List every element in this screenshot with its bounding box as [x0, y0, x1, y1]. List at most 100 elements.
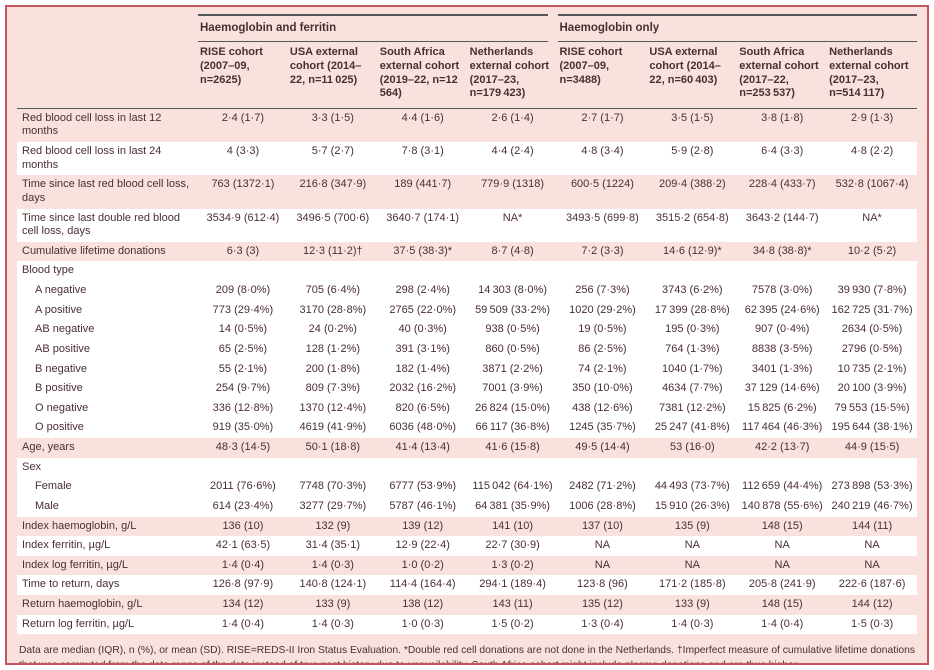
table-panel: Haemoglobin and ferritin Haemoglobin onl… [5, 5, 929, 665]
row-label: A negative [35, 284, 87, 296]
cell-value: 907 (0·4%) [754, 323, 810, 336]
cohort-column-header: South Africa external cohort (2017–22, n… [737, 44, 828, 109]
cell-value: 6036 (48·0%) [389, 421, 457, 434]
table-row: AB positive 65 (2·5%) 128 (1·2%) 391 (3·1%)… [17, 339, 917, 360]
table-row: Red blood cell loss in last 12 months 2·4… [17, 108, 917, 142]
cell-value: 12·3 (11·2)† [302, 244, 363, 257]
cell-value: 2796 (0·5%) [841, 342, 903, 355]
cell-value: 919 (35·0%) [212, 421, 274, 434]
cell-value: 59 509 (33·2%) [475, 303, 551, 316]
cell-value: 37·5 (38·3)* [393, 244, 453, 257]
cell-value: 1·4 (0·4) [761, 617, 804, 630]
cell-value: 7·2 (3·3) [581, 244, 624, 257]
cell-value: 34·8 (38·8)* [752, 244, 812, 257]
cell-value: 41·4 (13·4) [395, 441, 450, 453]
table-row: Time since last double red blood cell lo… [17, 208, 917, 242]
row-label: Index ferritin, µg/L [22, 539, 111, 552]
cell-value: NA* [862, 211, 882, 224]
row-label: Red blood cell loss in last 24 months [22, 145, 162, 171]
cell-value: 532·8 (1067·4) [835, 178, 909, 191]
cell-value: 115 042 (64·1%) [472, 480, 553, 493]
cell-value: 133 (9) [674, 598, 710, 610]
cell-value: 162 725 (31·7%) [831, 303, 913, 316]
cell-value: 5·9 (2·8) [671, 145, 714, 157]
group-haemoglobin-only: Haemoglobin only [557, 14, 917, 44]
row-label: Time since last double red blood cell lo… [22, 211, 180, 238]
row-label: O negative [35, 401, 89, 414]
cell-value: 44·9 (15·5) [844, 441, 900, 453]
row-label: Red blood cell loss in last 12 months [22, 111, 162, 138]
cell-value: 3401 (1·3%) [751, 362, 813, 375]
row-label: Index haemoglobin, g/L [22, 519, 137, 532]
cell-value: 1040 (1·7%) [662, 362, 723, 375]
cell-value: 1·4 (0·4) [221, 617, 265, 630]
cell-value: 25 247 (41·8%) [654, 421, 730, 434]
cell-value: 228·4 (433·7) [748, 178, 816, 191]
cell-value: 182 (1·4%) [395, 362, 450, 375]
cell-value: 1006 (28·8%) [569, 499, 636, 512]
cell-value: NA [864, 539, 880, 552]
cell-value: 1·0 (0·3) [401, 617, 444, 630]
cell-value: 62 395 (24·6%) [744, 303, 820, 316]
cell-value: 141 (10) [492, 519, 534, 532]
cell-value: 171·2 (185·8) [658, 578, 726, 591]
row-label: A positive [35, 303, 83, 316]
cell-value: 1020 (29·2%) [569, 303, 636, 316]
cell-value: 65 (2·5%) [218, 342, 268, 355]
cell-value: 42·2 (13·7) [754, 441, 810, 453]
cell-value: 4·8 (2·2) [850, 145, 894, 157]
cell-value: 3·8 (1·8) [761, 111, 804, 124]
cell-value: 5·7 (2·7) [311, 145, 354, 157]
cell-value: 15 825 (6·2%) [747, 401, 817, 414]
row-label: Return haemoglobin, g/L [22, 598, 143, 610]
cell-value: 2765 (22·0%) [389, 303, 457, 316]
cell-value: 614 (23·4%) [212, 499, 274, 512]
cell-value: 74 (2·1%) [578, 362, 627, 375]
cell-value: 17 399 (28·8%) [654, 303, 730, 316]
cell-value: 2·9 (1·3) [850, 111, 894, 124]
cell-value: 1·4 (0·3) [311, 617, 354, 630]
cell-value: 10 735 (2·1%) [837, 362, 907, 375]
cell-value: 209 (8·0%) [215, 284, 271, 296]
cell-value: 205·8 (241·9) [748, 578, 816, 591]
cell-value: 112 659 (44·4%) [742, 480, 823, 493]
cell-value: 195 (0·3%) [665, 323, 720, 336]
cell-value: 55 (2·1%) [218, 362, 268, 375]
table-row: B positive 254 (9·7%) 809 (7·3%) 2032 (16·2… [17, 379, 917, 399]
cell-value: 148 (15) [761, 598, 803, 610]
cohort-column-header: Netherlands external cohort (2017–23, n=… [827, 44, 917, 109]
cohort-column-header: South Africa external cohort (2019–22, n… [377, 44, 468, 109]
cell-value: 8·7 (4·8) [491, 244, 534, 257]
cell-value: NA* [502, 211, 523, 224]
cohort-column-header: RISE cohort (2007–09, n=3488) [557, 44, 648, 109]
cell-value: 5787 (46·1%) [389, 499, 457, 512]
cell-value: 298 (2·4%) [395, 284, 450, 296]
row-label: AB positive [35, 342, 91, 355]
cell-value: 2·4 (1·7) [221, 111, 265, 124]
cell-value: 860 (0·5%) [485, 342, 540, 355]
cell-value: 2634 (0·5%) [841, 323, 903, 336]
cell-value: 3640·7 (174·1) [386, 211, 460, 224]
cell-value: 336 (12·8%) [212, 401, 274, 414]
cohort-column-header: Netherlands external cohort (2017–23, n=… [467, 44, 558, 109]
group-haemoglobin-and-ferritin: Haemoglobin and ferritin [198, 14, 558, 44]
table-row: Index ferritin, µg/L 42·1 (63·5) 31·4 (35·… [17, 536, 917, 556]
row-label: Female [35, 480, 72, 493]
cell-value: 1·5 (0·3) [850, 617, 894, 630]
cell-value: 3170 (28·8%) [299, 303, 367, 316]
cell-value: 6·4 (3·3) [761, 145, 804, 157]
cell-value: 79 553 (15·5%) [834, 401, 910, 414]
cell-value: 3743 (6·2%) [662, 284, 723, 296]
table-row: AB negative 14 (0·5%) 24 (0·2%) 40 (0·3%) 93… [17, 320, 917, 340]
cell-value: 7748 (70·3%) [299, 480, 367, 493]
cell-value: 1·4 (0·4) [221, 558, 265, 571]
cell-value: 31·4 (35·1) [305, 539, 361, 552]
table-row: Sex [17, 457, 917, 478]
cell-value: 19 (0·5%) [578, 323, 627, 336]
cell-value: 779·9 (1318) [481, 178, 545, 191]
cell-value: 2011 (76·6%) [210, 480, 276, 493]
cell-value: NA [684, 539, 700, 552]
cell-value: 1·4 (0·3) [671, 617, 714, 630]
cell-value: 705 (6·4%) [305, 284, 361, 296]
cell-value: 3496·5 (700·6) [296, 211, 370, 224]
